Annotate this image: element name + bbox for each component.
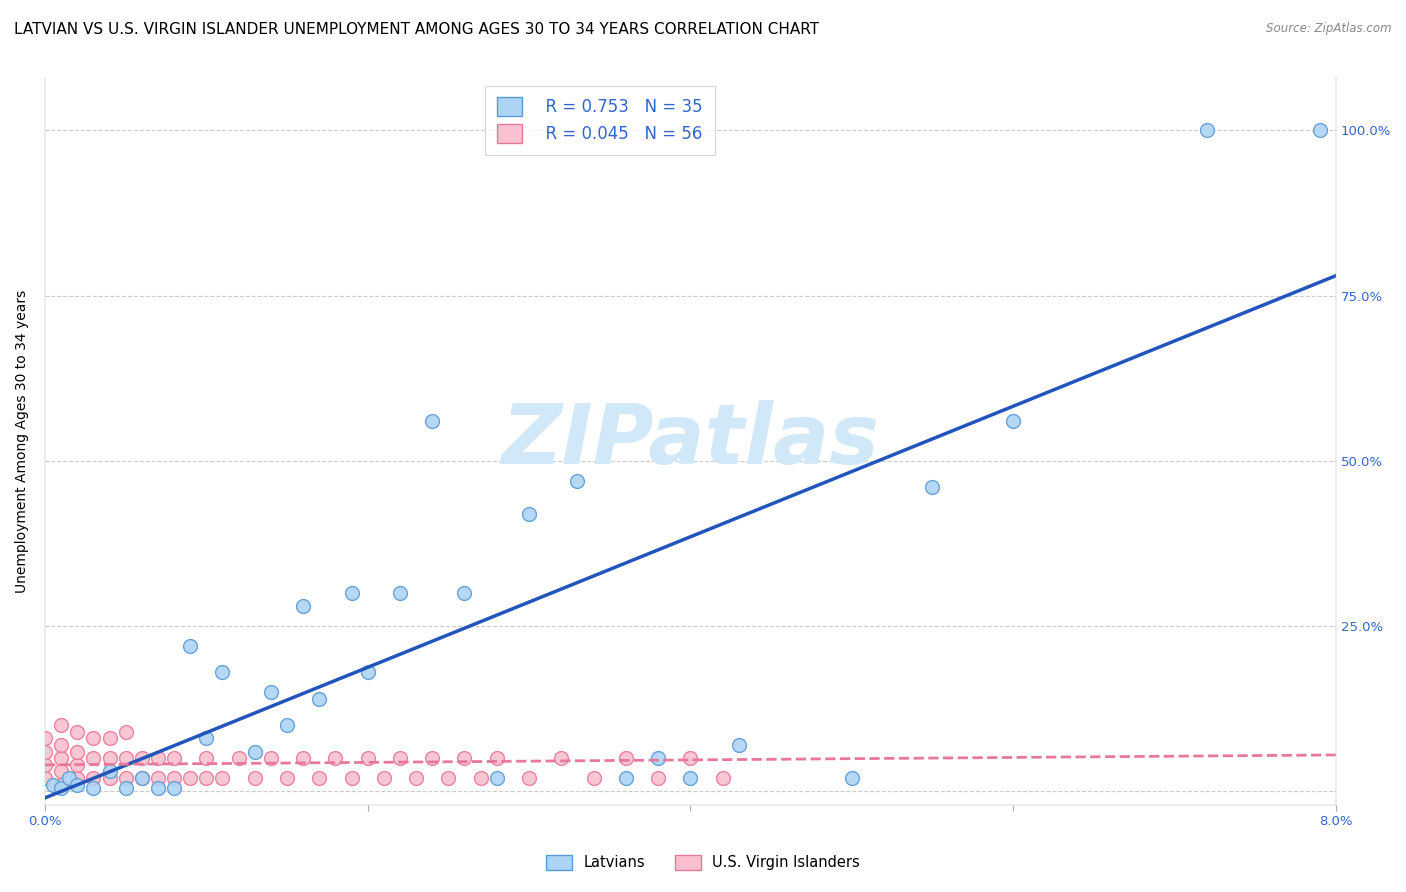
Point	[485, 771, 508, 785]
Point	[49, 764, 72, 779]
Point	[195, 751, 218, 765]
Point	[517, 507, 540, 521]
Point	[647, 751, 669, 765]
Legend: Latvians, U.S. Virgin Islanders: Latvians, U.S. Virgin Islanders	[540, 848, 866, 876]
Text: ZIPatlas: ZIPatlas	[502, 401, 879, 482]
Point	[98, 771, 121, 785]
Point	[42, 778, 65, 792]
Point	[66, 757, 89, 772]
Point	[211, 665, 233, 680]
Point	[711, 771, 734, 785]
Point	[146, 771, 169, 785]
Point	[49, 738, 72, 752]
Point	[34, 771, 56, 785]
Point	[1195, 123, 1218, 137]
Point	[82, 780, 104, 795]
Point	[340, 771, 363, 785]
Point	[420, 414, 443, 428]
Point	[614, 771, 637, 785]
Point	[567, 474, 589, 488]
Point	[614, 751, 637, 765]
Point	[49, 751, 72, 765]
Point	[34, 731, 56, 746]
Point	[727, 738, 749, 752]
Point	[82, 731, 104, 746]
Point	[373, 771, 395, 785]
Point	[82, 751, 104, 765]
Point	[260, 685, 283, 699]
Point	[308, 771, 330, 785]
Point	[146, 751, 169, 765]
Point	[517, 771, 540, 785]
Point	[679, 771, 702, 785]
Point	[260, 751, 283, 765]
Point	[131, 771, 153, 785]
Point	[114, 771, 136, 785]
Point	[243, 771, 266, 785]
Point	[114, 724, 136, 739]
Point	[437, 771, 460, 785]
Point	[49, 778, 72, 792]
Point	[114, 751, 136, 765]
Point	[340, 586, 363, 600]
Point	[420, 751, 443, 765]
Point	[679, 751, 702, 765]
Point	[195, 731, 218, 746]
Point	[179, 639, 201, 653]
Point	[1002, 414, 1025, 428]
Legend:   R = 0.753   N = 35,   R = 0.045   N = 56: R = 0.753 N = 35, R = 0.045 N = 56	[485, 86, 714, 155]
Point	[292, 599, 315, 614]
Point	[49, 718, 72, 732]
Point	[131, 751, 153, 765]
Point	[228, 751, 250, 765]
Point	[453, 586, 475, 600]
Point	[98, 751, 121, 765]
Point	[276, 771, 298, 785]
Point	[211, 771, 233, 785]
Point	[163, 780, 186, 795]
Y-axis label: Unemployment Among Ages 30 to 34 years: Unemployment Among Ages 30 to 34 years	[15, 289, 30, 592]
Point	[195, 771, 218, 785]
Point	[405, 771, 427, 785]
Point	[163, 771, 186, 785]
Point	[921, 480, 943, 494]
Text: Source: ZipAtlas.com: Source: ZipAtlas.com	[1267, 22, 1392, 36]
Point	[98, 731, 121, 746]
Point	[292, 751, 315, 765]
Point	[114, 780, 136, 795]
Point	[388, 586, 411, 600]
Point	[325, 751, 347, 765]
Point	[49, 780, 72, 795]
Point	[98, 764, 121, 779]
Point	[146, 780, 169, 795]
Point	[276, 718, 298, 732]
Point	[58, 771, 80, 785]
Point	[131, 771, 153, 785]
Point	[243, 745, 266, 759]
Point	[582, 771, 605, 785]
Point	[453, 751, 475, 765]
Point	[357, 665, 380, 680]
Point	[66, 771, 89, 785]
Point	[647, 771, 669, 785]
Point	[357, 751, 380, 765]
Point	[66, 745, 89, 759]
Point	[470, 771, 492, 785]
Point	[308, 691, 330, 706]
Point	[34, 745, 56, 759]
Point	[388, 751, 411, 765]
Point	[179, 771, 201, 785]
Point	[66, 724, 89, 739]
Point	[1309, 123, 1331, 137]
Point	[66, 778, 89, 792]
Point	[82, 771, 104, 785]
Text: LATVIAN VS U.S. VIRGIN ISLANDER UNEMPLOYMENT AMONG AGES 30 TO 34 YEARS CORRELATI: LATVIAN VS U.S. VIRGIN ISLANDER UNEMPLOY…	[14, 22, 820, 37]
Point	[163, 751, 186, 765]
Point	[485, 751, 508, 765]
Point	[34, 757, 56, 772]
Point	[550, 751, 572, 765]
Point	[841, 771, 863, 785]
